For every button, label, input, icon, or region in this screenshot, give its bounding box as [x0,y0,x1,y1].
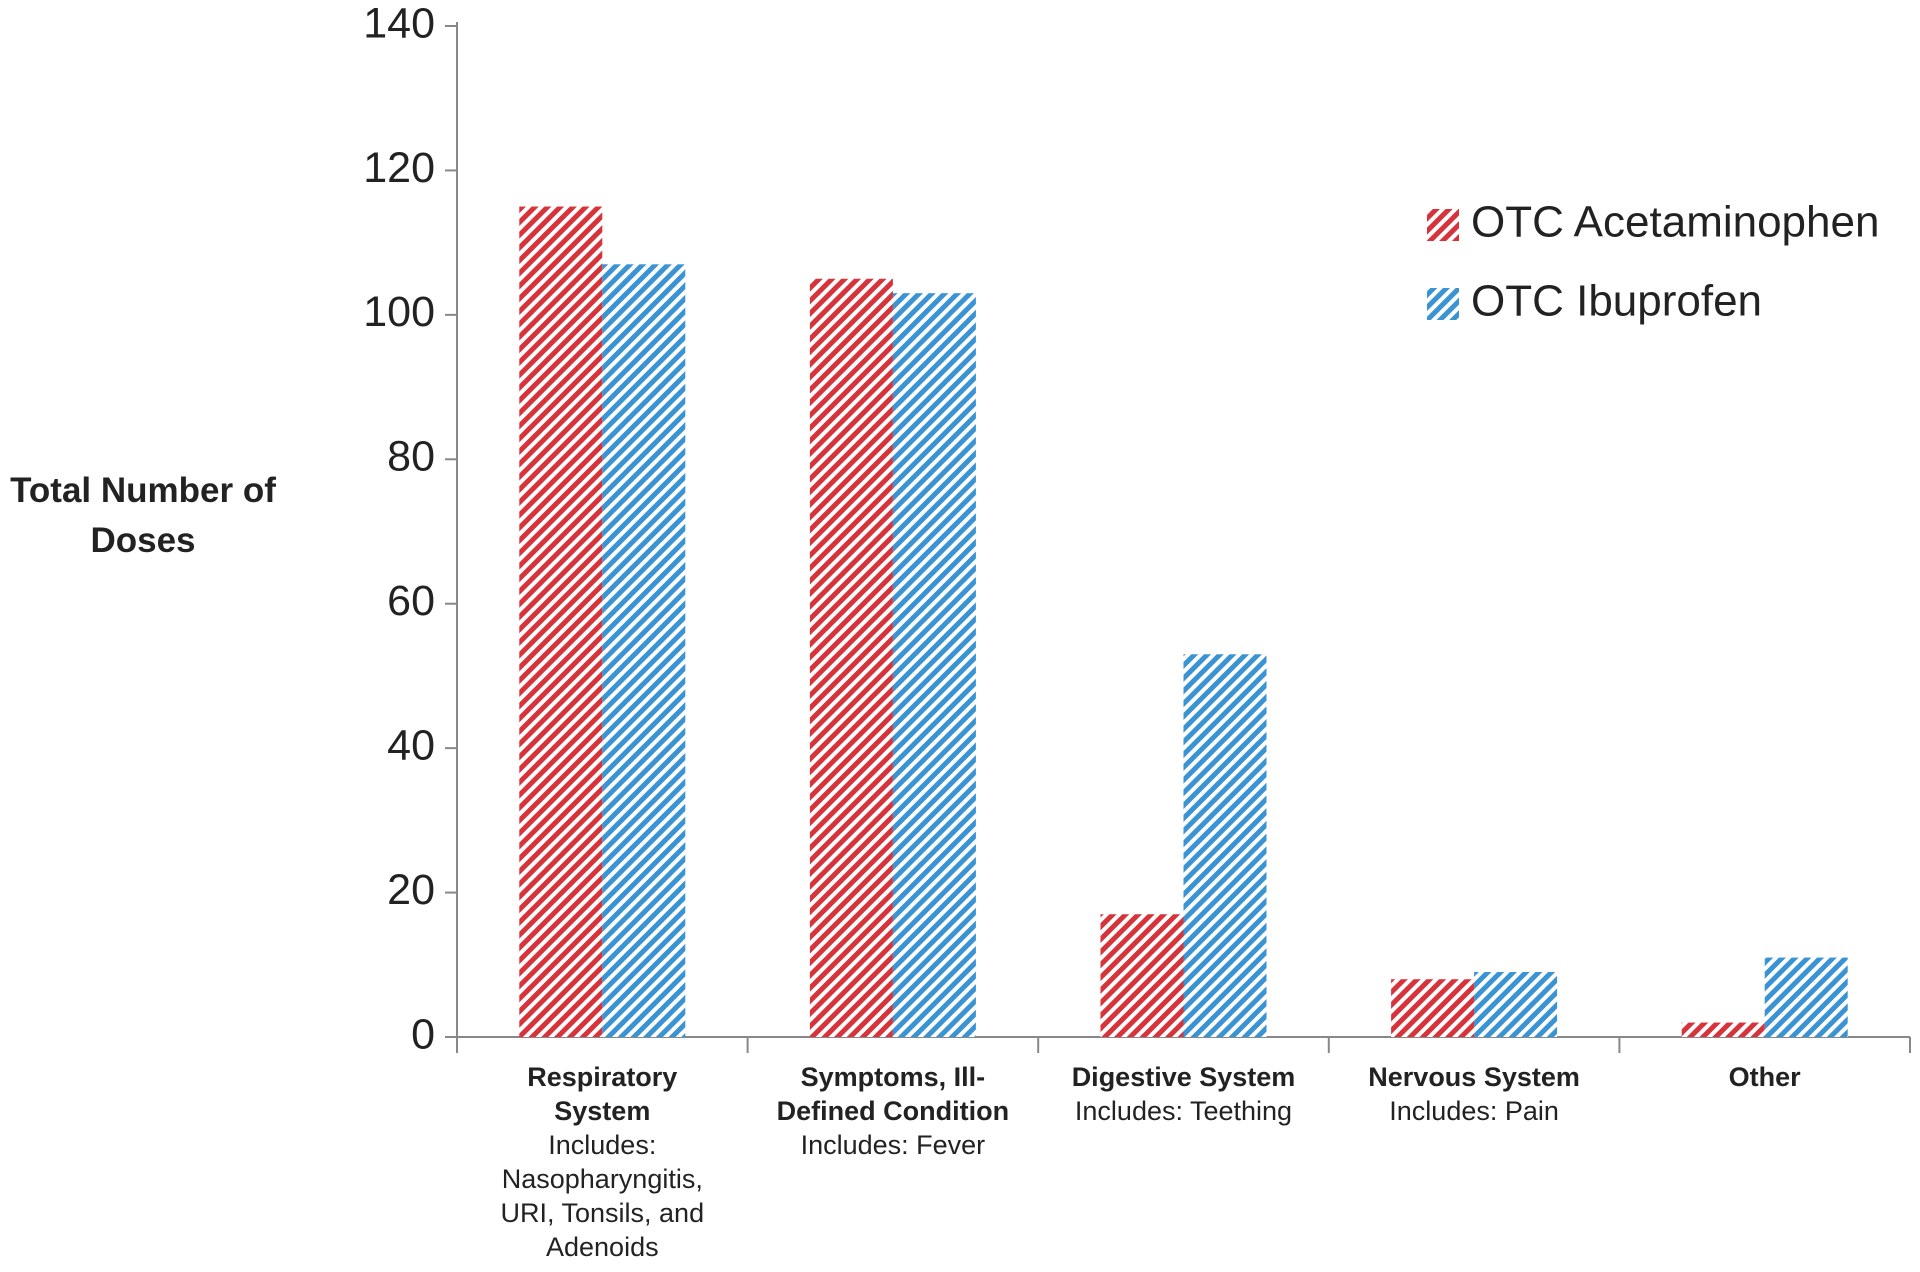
category-detail: Includes: Pain [1389,1096,1559,1126]
category-detail: Includes: Nasopharyngitis, URI, Tonsils,… [500,1130,705,1262]
bar [1764,957,1848,1037]
category-name: Symptoms, Ill-Defined Condition [776,1062,1010,1126]
legend-swatch [1427,209,1459,241]
y-tick-label: 0 [411,1010,435,1058]
legend-label: OTC Ibuprofen [1471,277,1762,326]
y-tick-label: 120 [363,144,435,192]
y-tick-label: 100 [363,288,435,336]
bar [1100,914,1184,1037]
category-name: Digestive System [1071,1062,1296,1092]
bar [519,206,603,1038]
bar [892,293,976,1037]
category-detail: Includes: Teething [1074,1096,1293,1126]
y-tick-label: 20 [387,866,435,914]
y-tick-label: 80 [387,433,435,481]
bar [1474,972,1558,1037]
x-tick-label: Symptoms, Ill-Defined Condition Includes:… [768,1060,1018,1162]
category-name: Other [1728,1062,1801,1092]
x-tick-label: Digestive System Includes: Teething [1059,1060,1309,1128]
x-tick-label: Other [1640,1060,1890,1094]
category-name: Nervous System [1368,1062,1580,1092]
y-tick-label: 140 [363,0,435,47]
category-detail: Includes: Fever [800,1130,986,1160]
legend-label: OTC Acetaminophen [1471,198,1879,247]
bar [602,264,686,1037]
x-tick-label: Nervous System Includes: Pain [1349,1060,1599,1128]
bar [809,278,893,1037]
y-tick-label: 60 [387,577,435,625]
bar [1681,1022,1765,1037]
y-axis-label: Total Number of Doses [10,471,276,560]
x-tick-label: Respiratory System Includes: Nasopharyngi… [477,1060,727,1264]
y-tick-label: 40 [387,722,435,770]
category-name: Respiratory System [527,1062,678,1126]
bar [1183,654,1267,1037]
legend-swatch [1427,288,1459,320]
bar [1391,979,1475,1037]
